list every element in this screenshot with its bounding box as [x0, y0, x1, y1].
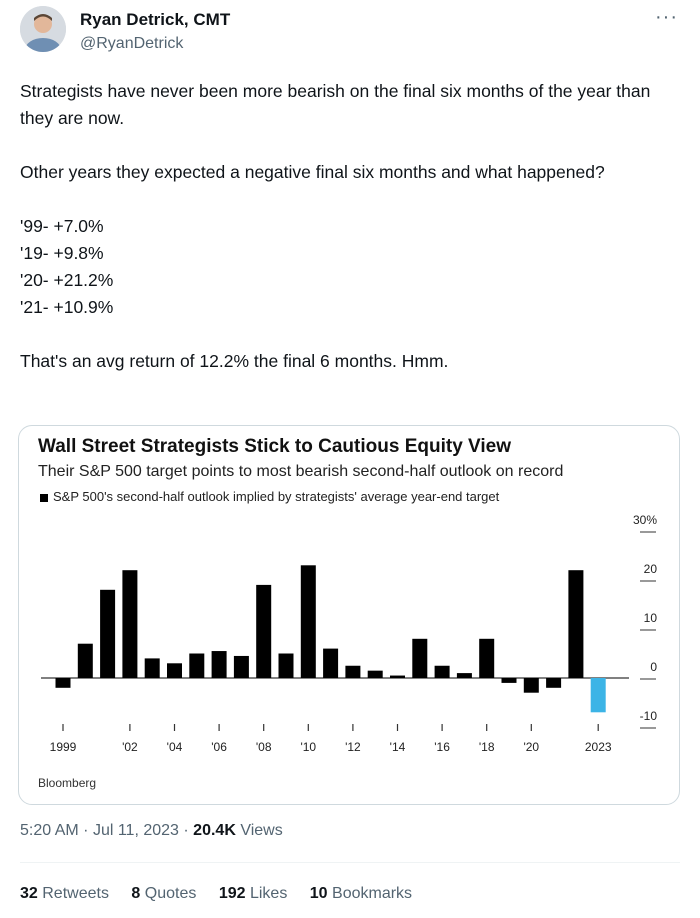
chart-source: Bloomberg [38, 776, 97, 790]
tweet-line: '20- +21.2% [20, 270, 114, 290]
chart-title: Wall Street Strategists Stick to Cautiou… [38, 436, 511, 457]
tweet-time[interactable]: 5:20 AM [20, 822, 79, 839]
bar-2009 [278, 653, 294, 678]
x-tick-label: '04 [167, 740, 183, 754]
likes-stat[interactable]: 192 Likes [219, 885, 288, 902]
x-tick-label: '06 [211, 740, 227, 754]
retweets-label: Retweets [42, 885, 109, 902]
bar-2005 [189, 653, 205, 678]
author-handle[interactable]: @RyanDetrick [80, 35, 184, 52]
bar-2015 [412, 638, 428, 678]
views-label: Views [240, 822, 283, 839]
tweet-text: Strategists have never been more bearish… [20, 78, 680, 375]
bar-2017 [456, 673, 472, 678]
bar-2011 [323, 648, 339, 678]
bar-2008 [256, 584, 272, 678]
tweet-paragraph: Strategists have never been more bearish… [20, 81, 651, 128]
bar-2012 [345, 665, 361, 678]
bookmarks-count: 10 [309, 885, 328, 902]
y-tick-label: 20 [644, 562, 658, 576]
bar-1999 [55, 678, 71, 688]
bar-2020 [523, 678, 539, 693]
engagement-stats: 32 Retweets 8 Quotes 192 Likes 10 Bookma… [20, 885, 430, 903]
chart-subtitle: Their S&P 500 target points to most bear… [38, 463, 564, 480]
bookmarks-label: Bookmarks [332, 885, 413, 902]
bar-2006 [211, 651, 227, 678]
x-tick-label: 1999 [50, 740, 77, 754]
legend-label: S&P 500's second-half outlook implied by… [53, 489, 500, 504]
quotes-label: Quotes [144, 885, 197, 902]
x-tick-label: '18 [479, 740, 495, 754]
tweet-paragraph: Other years they expected a negative fin… [20, 162, 605, 182]
tweet-line: '99- +7.0% [20, 216, 104, 236]
bar-2003 [144, 658, 160, 678]
bar-2001 [100, 589, 116, 678]
legend-swatch [40, 494, 48, 502]
bar-2002 [122, 570, 138, 678]
bar-2014 [390, 675, 405, 678]
x-tick-label: '12 [345, 740, 361, 754]
quotes-count: 8 [131, 885, 141, 902]
divider [20, 862, 680, 863]
bar-2007 [233, 655, 249, 678]
more-icon[interactable]: ··· [655, 6, 678, 28]
bar-2022 [568, 570, 584, 678]
retweets-count: 32 [20, 885, 38, 902]
bar-2019 [501, 678, 517, 683]
bar-2000 [77, 643, 93, 678]
bar-2021 [546, 678, 562, 688]
tweet-line: '21- +10.9% [20, 297, 114, 317]
bar-2013 [367, 670, 383, 678]
likes-count: 192 [218, 885, 246, 902]
tweet-date[interactable]: Jul 11, 2023 [92, 822, 179, 839]
tweet-line: '19- +9.8% [20, 243, 104, 263]
avatar[interactable] [20, 6, 66, 52]
bar-2004 [167, 663, 182, 678]
bar-2016 [434, 665, 450, 678]
x-tick-label: '14 [390, 740, 406, 754]
x-tick-label: 2023 [585, 740, 612, 754]
timestamp-row: 5:20 AM · Jul 11, 2023 · 20.4K Views [20, 822, 283, 839]
y-tick-label: 10 [644, 611, 658, 625]
y-tick-label: -10 [640, 709, 658, 723]
quotes-stat[interactable]: 8 Quotes [131, 885, 196, 902]
bar-chart: 1999 '02 '04 '06 '08 '10 '12 '14 '16 '18 '20 2023 30… [41, 513, 658, 754]
x-tick-label: '02 [122, 740, 138, 754]
y-tick-label: 30% [633, 513, 657, 527]
bookmarks-stat[interactable]: 10 Bookmarks [310, 885, 412, 902]
x-tick-label: '10 [300, 740, 316, 754]
chart-image-card[interactable]: Wall Street Strategists Stick to Cautiou… [18, 425, 680, 805]
x-tick-label: '16 [434, 740, 450, 754]
tweet-paragraph: That's an avg return of 12.2% the final … [20, 351, 449, 371]
x-tick-label: '08 [256, 740, 272, 754]
bar-2023 [590, 678, 606, 713]
author-name[interactable]: Ryan Detrick, CMT [80, 10, 231, 29]
likes-label: Likes [249, 885, 288, 902]
bar-2010 [300, 565, 316, 678]
y-tick-label: 0 [650, 660, 657, 674]
x-tick-label: '20 [523, 740, 539, 754]
avatar-photo [20, 6, 66, 52]
retweets-stat[interactable]: 32 Retweets [20, 885, 109, 902]
views-count: 20.4K [193, 822, 236, 839]
bar-2018 [479, 638, 495, 678]
